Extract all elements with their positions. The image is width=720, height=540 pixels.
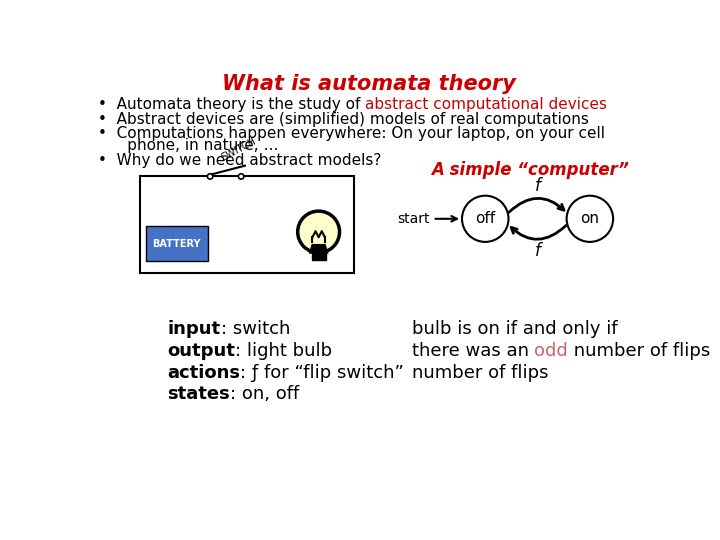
Text: on: on bbox=[580, 211, 599, 226]
Text: •  Computations happen everywhere: On your laptop, on your cell: • Computations happen everywhere: On you… bbox=[98, 126, 605, 141]
Bar bbox=[145, 226, 208, 261]
Text: actions: actions bbox=[168, 363, 240, 382]
Text: •  Automata theory is the study of: • Automata theory is the study of bbox=[98, 97, 365, 112]
Polygon shape bbox=[310, 245, 327, 253]
Text: : on, off: : on, off bbox=[230, 385, 300, 403]
Text: states: states bbox=[168, 385, 230, 403]
Circle shape bbox=[238, 174, 244, 179]
Text: A simple “computer”: A simple “computer” bbox=[431, 161, 629, 179]
Text: phone, in nature, …: phone, in nature, … bbox=[98, 138, 279, 153]
Text: : switch: : switch bbox=[220, 320, 290, 339]
Text: What is automata theory: What is automata theory bbox=[222, 74, 516, 94]
Text: number of flips: number of flips bbox=[568, 342, 711, 360]
Text: number of flips: number of flips bbox=[412, 363, 548, 382]
Text: •  Why do we need abstract models?: • Why do we need abstract models? bbox=[98, 153, 381, 167]
Circle shape bbox=[567, 195, 613, 242]
Text: : light bulb: : light bulb bbox=[235, 342, 333, 360]
Text: abstract computational devices: abstract computational devices bbox=[365, 97, 607, 112]
Text: BATTERY: BATTERY bbox=[153, 239, 201, 249]
Text: output: output bbox=[168, 342, 235, 360]
Text: odd: odd bbox=[534, 342, 568, 360]
Text: bulb is on if and only if: bulb is on if and only if bbox=[412, 320, 617, 339]
Text: : ƒ for “flip switch”: : ƒ for “flip switch” bbox=[240, 363, 405, 382]
Text: f: f bbox=[535, 178, 541, 195]
Text: f: f bbox=[535, 242, 541, 260]
Circle shape bbox=[207, 174, 213, 179]
Circle shape bbox=[462, 195, 508, 242]
Text: •  Abstract devices are (simplified) models of real computations: • Abstract devices are (simplified) mode… bbox=[98, 112, 589, 127]
Text: SWITCH: SWITCH bbox=[220, 136, 258, 163]
Text: start: start bbox=[397, 212, 429, 226]
Circle shape bbox=[297, 211, 340, 253]
Text: input: input bbox=[168, 320, 220, 339]
Bar bbox=[140, 177, 354, 273]
Text: off: off bbox=[475, 211, 495, 226]
Bar bbox=[312, 253, 325, 260]
Text: there was an: there was an bbox=[412, 342, 534, 360]
